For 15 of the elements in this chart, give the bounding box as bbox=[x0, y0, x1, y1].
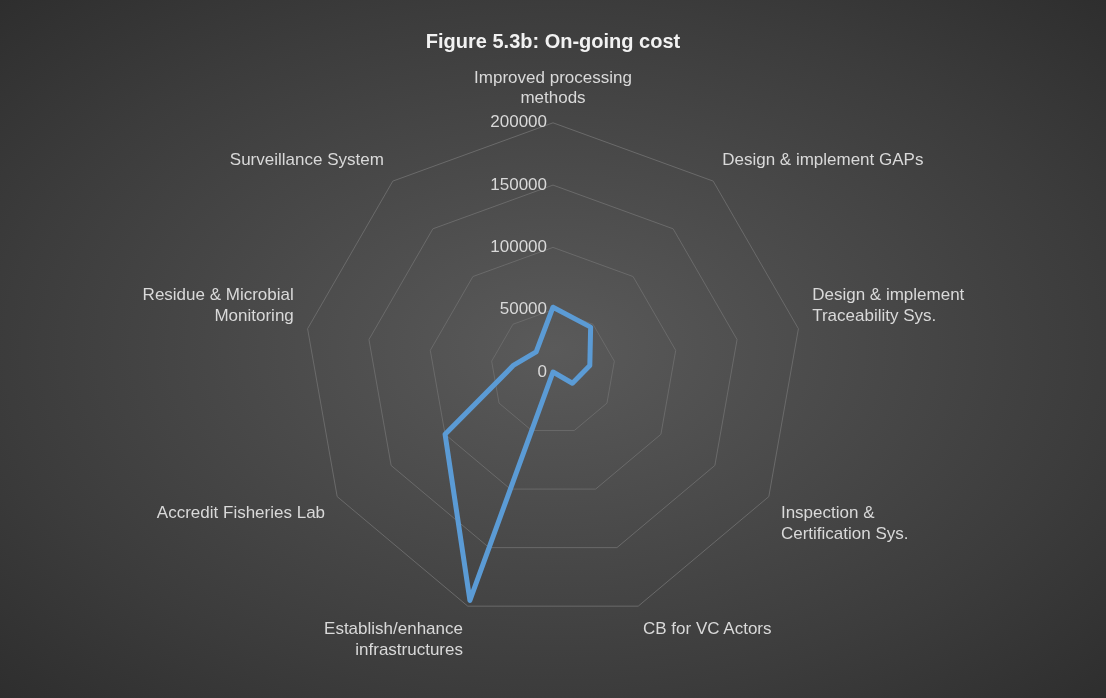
spoke-label: Design & implement Traceability Sys. bbox=[812, 285, 965, 325]
y-tick-label: 200000 bbox=[490, 112, 547, 132]
spoke-label: Inspection & Certification Sys. bbox=[780, 503, 909, 543]
spoke-label: Residue & Microbial Monitoring bbox=[142, 285, 294, 325]
y-tick-label: 0 bbox=[537, 361, 547, 381]
spoke-label: CB for VC Actors bbox=[643, 619, 772, 639]
chart-title: Figure 5.3b: On-going cost bbox=[425, 29, 681, 52]
spoke-label: Establish/enhance infrastructures bbox=[324, 619, 463, 659]
y-tick-label: 100000 bbox=[490, 237, 547, 257]
y-tick-label: 50000 bbox=[499, 299, 547, 319]
spoke-label: Surveillance System bbox=[229, 149, 384, 169]
spoke-label: Improved processing methods bbox=[474, 67, 632, 108]
spoke-label: Accredit Fisheries Lab bbox=[156, 503, 326, 523]
y-tick-label: 150000 bbox=[490, 174, 547, 194]
spoke-label: Design & implement GAPs bbox=[722, 149, 924, 169]
